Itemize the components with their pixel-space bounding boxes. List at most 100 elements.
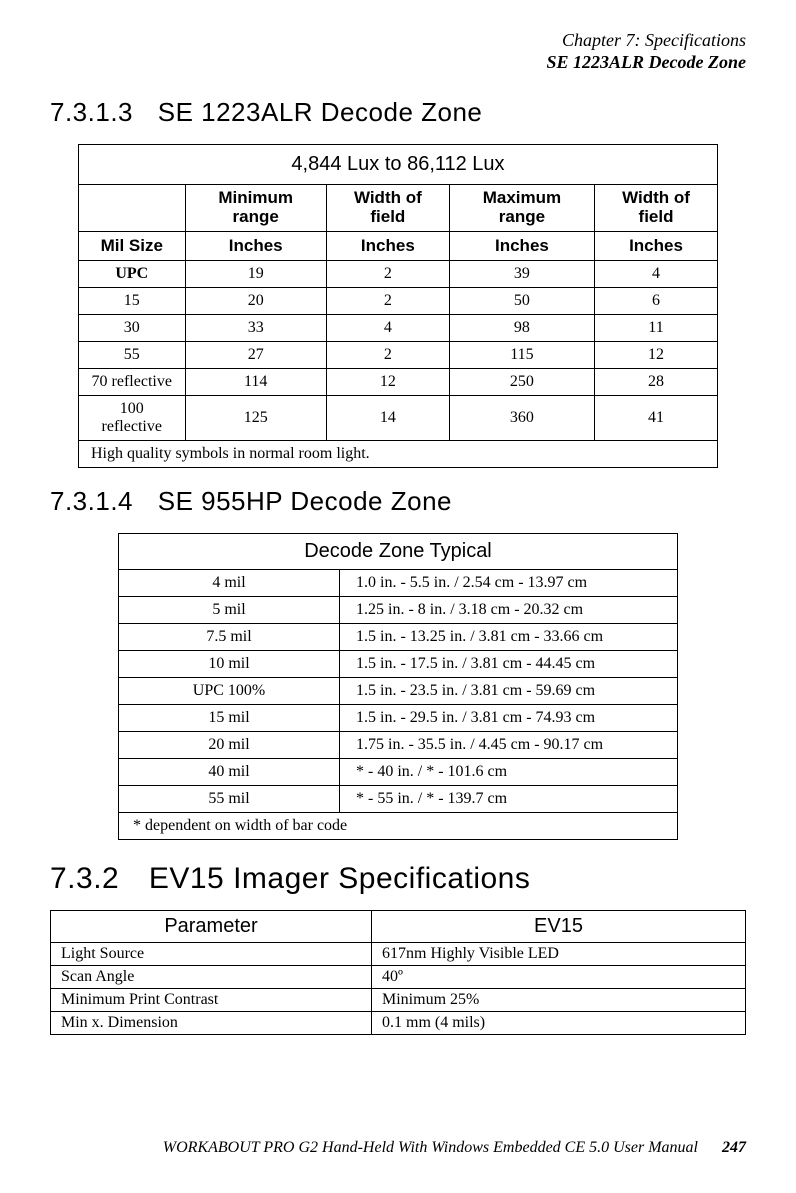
table1-note: High quality symbols in normal room ligh… <box>79 440 718 467</box>
table-cell: 12 <box>326 368 449 395</box>
table-cell: 40 mil <box>119 758 340 785</box>
page-number: 247 <box>722 1139 746 1156</box>
footer-text: WORKABOUT PRO G2 Hand-Held With Windows … <box>163 1139 698 1156</box>
table-cell: 2 <box>326 260 449 287</box>
table-row: 7.5 mil1.5 in. - 13.25 in. / 3.81 cm - 3… <box>119 623 678 650</box>
table1-caption: 4,844 Lux to 86,112 Lux <box>79 145 718 185</box>
table-cell: 6 <box>595 287 718 314</box>
table1-unit-c0: Mil Size <box>79 231 186 260</box>
table1-hdr-minrange: Minimum range <box>185 185 326 231</box>
table-cell: 7.5 mil <box>119 623 340 650</box>
table-cell: 28 <box>595 368 718 395</box>
table-cell: 11 <box>595 314 718 341</box>
table-cell: 15 <box>79 287 186 314</box>
table-cell: 1.5 in. - 23.5 in. / 3.81 cm - 59.69 cm <box>340 677 678 704</box>
table-row: 303349811 <box>79 314 718 341</box>
table-cell: 33 <box>185 314 326 341</box>
table-row: 4 mil1.0 in. - 5.5 in. / 2.54 cm - 13.97… <box>119 569 678 596</box>
chapter-header: Chapter 7: Specifications SE 1223ALR Dec… <box>50 30 746 73</box>
table-cell: 98 <box>449 314 594 341</box>
table-cell: 12 <box>595 341 718 368</box>
table1-hdr-maxrange: Maximum range <box>449 185 594 231</box>
section-heading-1: 7.3.1.3 SE 1223ALR Decode Zone <box>50 97 746 128</box>
page: Chapter 7: Specifications SE 1223ALR Dec… <box>0 0 796 1193</box>
table-cell: 1.5 in. - 13.25 in. / 3.81 cm - 33.66 cm <box>340 623 678 650</box>
table1-hdr-wof2: Width of field <box>595 185 718 231</box>
table-cell: * - 55 in. / * - 139.7 cm <box>340 785 678 812</box>
table-cell: 125 <box>185 395 326 440</box>
table-cell: 1.5 in. - 17.5 in. / 3.81 cm - 44.45 cm <box>340 650 678 677</box>
chapter-line-1: Chapter 7: Specifications <box>50 30 746 52</box>
table2-note: * dependent on width of bar code <box>119 812 678 839</box>
table1-unit-c4: Inches <box>595 231 718 260</box>
table-cell: 27 <box>185 341 326 368</box>
table-cell: 55 mil <box>119 785 340 812</box>
table-cell: 41 <box>595 395 718 440</box>
table-cell: 20 mil <box>119 731 340 758</box>
section-number: 7.3.1.3 <box>50 97 150 128</box>
table-cell: 55 <box>79 341 186 368</box>
section-title: SE 1223ALR Decode Zone <box>158 97 483 127</box>
table-cell: * - 40 in. / * - 101.6 cm <box>340 758 678 785</box>
table-cell: UPC 100% <box>119 677 340 704</box>
decode-zone-table-1223alr: 4,844 Lux to 86,112 Lux Minimum range Wi… <box>78 144 718 467</box>
table-cell: 30 <box>79 314 186 341</box>
table-cell: 1.0 in. - 5.5 in. / 2.54 cm - 13.97 cm <box>340 569 678 596</box>
table-cell: Min x. Dimension <box>51 1011 372 1034</box>
section-title: SE 955HP Decode Zone <box>158 486 452 516</box>
table-cell: 115 <box>449 341 594 368</box>
table-cell: 0.1 mm (4 mils) <box>372 1011 746 1034</box>
table-row: Min x. Dimension0.1 mm (4 mils) <box>51 1011 746 1034</box>
table1-hdr-blank <box>79 185 186 231</box>
page-footer: WORKABOUT PRO G2 Hand-Held With Windows … <box>50 1139 746 1157</box>
table-cell: 2 <box>326 341 449 368</box>
table-cell: UPC <box>79 260 186 287</box>
table-cell: Scan Angle <box>51 965 372 988</box>
table1-unit-c2: Inches <box>326 231 449 260</box>
table-cell: 10 mil <box>119 650 340 677</box>
table-row: UPC192394 <box>79 260 718 287</box>
ev15-spec-table: Parameter EV15 Light Source617nm Highly … <box>50 910 746 1035</box>
table-cell: 19 <box>185 260 326 287</box>
section-heading-3: 7.3.2 EV15 Imager Specifications <box>50 862 746 896</box>
table-row: Light Source617nm Highly Visible LED <box>51 942 746 965</box>
table-cell: 360 <box>449 395 594 440</box>
table-cell: 100 reflective <box>79 395 186 440</box>
table-row: 15202506 <box>79 287 718 314</box>
section-heading-2: 7.3.1.4 SE 955HP Decode Zone <box>50 486 746 517</box>
section-number: 7.3.1.4 <box>50 486 150 517</box>
section-number: 7.3.2 <box>50 862 140 896</box>
table-cell: 1.5 in. - 29.5 in. / 3.81 cm - 74.93 cm <box>340 704 678 731</box>
table-cell: 20 <box>185 287 326 314</box>
chapter-line-2: SE 1223ALR Decode Zone <box>50 52 746 74</box>
table1-hdr-wof1: Width of field <box>326 185 449 231</box>
table-cell: Minimum Print Contrast <box>51 988 372 1011</box>
table-row: Scan Angle40º <box>51 965 746 988</box>
table-row: 40 mil* - 40 in. / * - 101.6 cm <box>119 758 678 785</box>
table-row: 55 mil* - 55 in. / * - 139.7 cm <box>119 785 678 812</box>
decode-zone-table-955hp: Decode Zone Typical 4 mil1.0 in. - 5.5 i… <box>118 533 678 840</box>
table-cell: 70 reflective <box>79 368 186 395</box>
table-cell: 14 <box>326 395 449 440</box>
table-cell: 15 mil <box>119 704 340 731</box>
table-cell: Light Source <box>51 942 372 965</box>
table-cell: 40º <box>372 965 746 988</box>
table-row: Minimum Print ContrastMinimum 25% <box>51 988 746 1011</box>
table2-caption: Decode Zone Typical <box>119 533 678 569</box>
table-cell: 4 mil <box>119 569 340 596</box>
table-cell: 1.75 in. - 35.5 in. / 4.45 cm - 90.17 cm <box>340 731 678 758</box>
table-row: 20 mil1.75 in. - 35.5 in. / 4.45 cm - 90… <box>119 731 678 758</box>
table-row: 70 reflective1141225028 <box>79 368 718 395</box>
table-cell: 39 <box>449 260 594 287</box>
table-row: 10 mil1.5 in. - 17.5 in. / 3.81 cm - 44.… <box>119 650 678 677</box>
table-cell: 5 mil <box>119 596 340 623</box>
table-row: 15 mil1.5 in. - 29.5 in. / 3.81 cm - 74.… <box>119 704 678 731</box>
table-row: 5527211512 <box>79 341 718 368</box>
table-cell: 114 <box>185 368 326 395</box>
table3-hdr-ev15: EV15 <box>372 910 746 942</box>
table-cell: 2 <box>326 287 449 314</box>
table-cell: 1.25 in. - 8 in. / 3.18 cm - 20.32 cm <box>340 596 678 623</box>
table-row: UPC 100%1.5 in. - 23.5 in. / 3.81 cm - 5… <box>119 677 678 704</box>
table3-hdr-param: Parameter <box>51 910 372 942</box>
table-cell: 4 <box>595 260 718 287</box>
